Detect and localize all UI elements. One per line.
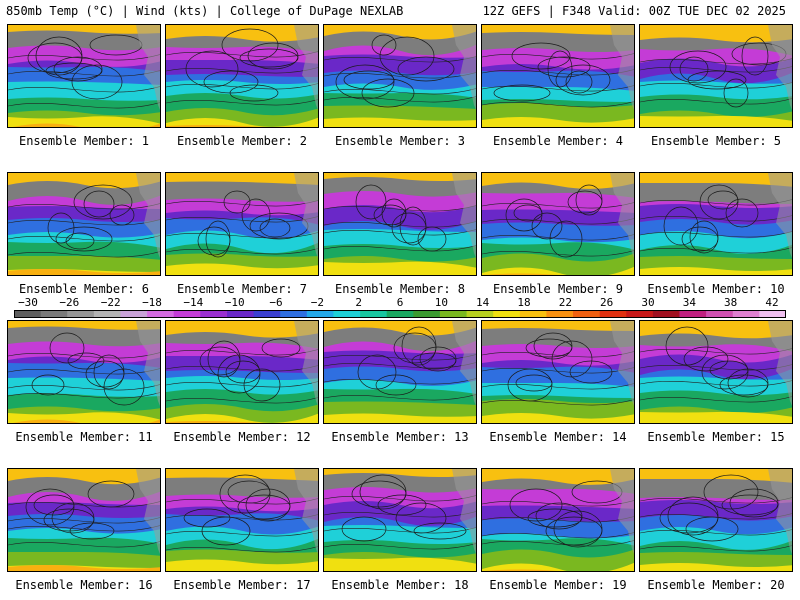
ensemble-member-label: Ensemble Member: 8 [334,282,466,296]
ensemble-member-map [481,172,635,276]
ensemble-member-label: Ensemble Member: 18 [331,578,469,592]
colorbar-tick-label: 2 [355,296,362,309]
colorbar-swatch [466,310,494,318]
colorbar-tick-label: 14 [476,296,490,309]
colorbar-swatch [40,310,68,318]
colorbar-swatch [599,310,627,318]
colorbar-tick-label: 42 [765,296,779,309]
ensemble-member-label: Ensemble Member: 11 [15,430,153,444]
colorbar-swatch [439,310,467,318]
ensemble-member-label: Ensemble Member: 16 [15,578,153,592]
colorbar-tick-label: −2 [310,296,324,309]
colorbar-tick-label: −14 [183,296,204,309]
colorbar-swatch [200,310,228,318]
header-left-title: 850mb Temp (°C) | Wind (kts) | College o… [6,4,404,18]
colorbar-swatch [573,310,601,318]
ensemble-member-label: Ensemble Member: 5 [650,134,782,148]
ensemble-member-map [165,172,319,276]
colorbar-swatch [306,310,334,318]
ensemble-member-map [323,24,477,128]
header-right-title: 12Z GEFS | F348 Valid: 00Z TUE DEC 02 20… [482,4,786,18]
colorbar-swatch [253,310,281,318]
ensemble-member-label: Ensemble Member: 1 [18,134,150,148]
ensemble-member-map [165,320,319,424]
colorbar-tick-label: 6 [396,296,404,309]
ensemble-member-map [165,24,319,128]
colorbar-swatch [679,310,707,318]
colorbar-tick-label: 26 [600,296,614,309]
colorbar-tick-label: 22 [558,296,572,309]
colorbar-swatch [732,310,760,318]
colorbar-tick-label: −26 [59,296,80,309]
ensemble-member-label: Ensemble Member: 13 [331,430,469,444]
colorbar-tick-label: 34 [682,296,696,309]
ensemble-member-label: Ensemble Member: 14 [489,430,627,444]
colorbar-tick-label: 38 [724,296,738,309]
ensemble-member-map [7,24,161,128]
ensemble-member-map [323,172,477,276]
colorbar-tick-label: −10 [224,296,245,309]
ensemble-member-map [481,24,635,128]
ensemble-member-map [639,468,793,572]
colorbar-tick-label: 10 [434,296,448,309]
ensemble-member-label: Ensemble Member: 3 [334,134,466,148]
ensemble-member-label: Ensemble Member: 2 [176,134,308,148]
ensemble-member-map [323,468,477,572]
colorbar-tick-label: −22 [100,296,121,309]
ensemble-member-label: Ensemble Member: 7 [176,282,308,296]
ensemble-member-label: Ensemble Member: 10 [647,282,785,296]
colorbar-swatch [14,310,42,318]
ensemble-member-label: Ensemble Member: 20 [647,578,785,592]
colorbar-swatch [333,310,361,318]
ensemble-member-label: Ensemble Member: 15 [647,430,785,444]
colorbar-tick-label: 18 [517,296,531,309]
colorbar-swatch [120,310,148,318]
ensemble-member-map [639,24,793,128]
colorbar-tick-label: −30 [18,296,38,309]
ensemble-member-map [7,320,161,424]
ensemble-member-label: Ensemble Member: 4 [492,134,624,148]
colorbar-swatch [652,310,680,318]
colorbar-swatch [93,310,121,318]
ensemble-member-map [481,320,635,424]
ensemble-member-map [639,172,793,276]
colorbar-tick-label: 30 [641,296,655,309]
colorbar-swatch [759,310,786,318]
colorbar-swatch [519,310,547,318]
colorbar-swatch [147,310,175,318]
colorbar-swatch [546,310,574,318]
colorbar-swatch [413,310,441,318]
colorbar-swatch [227,310,255,318]
ensemble-member-map [7,172,161,276]
ensemble-member-label: Ensemble Member: 19 [489,578,627,592]
temperature-colorbar [14,310,786,318]
ensemble-member-map [639,320,793,424]
ensemble-member-map [323,320,477,424]
colorbar-swatch [280,310,308,318]
ensemble-member-label: Ensemble Member: 6 [18,282,150,296]
ensemble-member-map [481,468,635,572]
ensemble-member-map [7,468,161,572]
ensemble-member-label: Ensemble Member: 12 [173,430,311,444]
ensemble-member-map [165,468,319,572]
colorbar-swatch [67,310,95,318]
colorbar-swatch [493,310,521,318]
ensemble-member-label: Ensemble Member: 17 [173,578,311,592]
colorbar-swatch [626,310,654,318]
colorbar-swatch [386,310,414,318]
colorbar-tick-label: −6 [269,296,283,309]
colorbar-swatch [360,310,388,318]
colorbar-swatch [706,310,734,318]
colorbar-swatch [173,310,201,318]
ensemble-member-label: Ensemble Member: 9 [492,282,624,296]
colorbar-tick-label: −18 [142,296,162,309]
colorbar-border [14,310,786,318]
